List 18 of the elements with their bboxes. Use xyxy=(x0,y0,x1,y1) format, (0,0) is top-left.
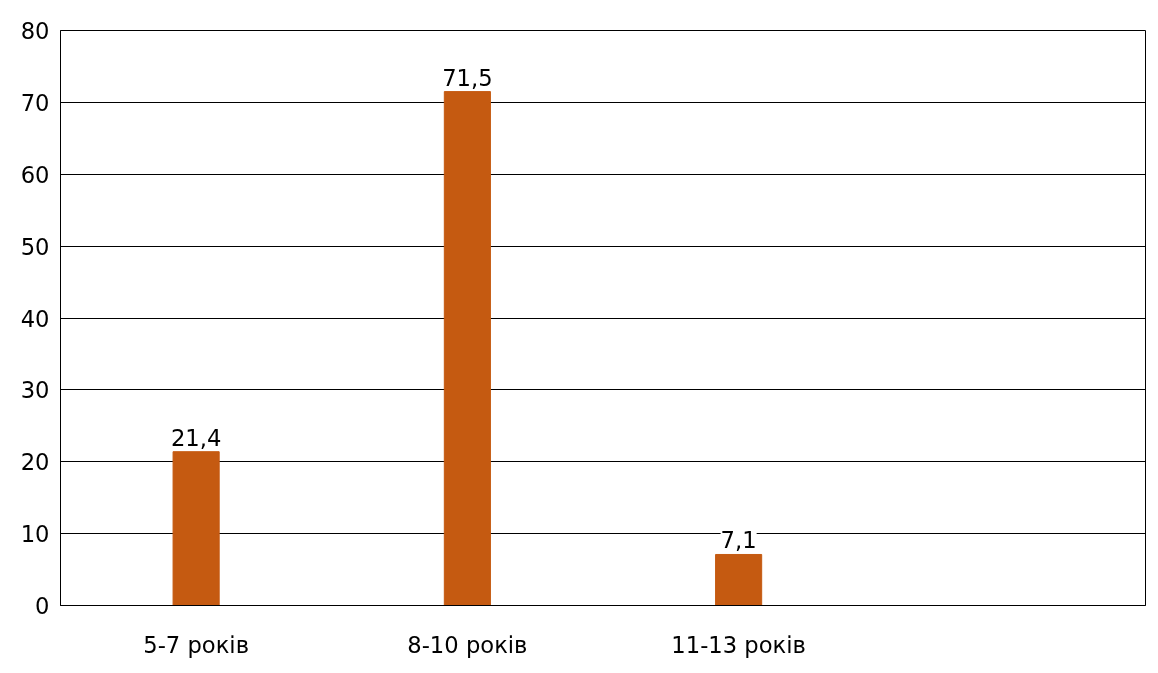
x-tick-label: 8-10 років xyxy=(407,631,528,658)
y-tick-label: 10 xyxy=(20,521,50,548)
y-tick-label: 30 xyxy=(20,377,50,404)
y-tick-label: 60 xyxy=(20,161,50,188)
data-label: 21,4 xyxy=(170,424,222,451)
bar xyxy=(715,553,763,606)
y-tick-label: 20 xyxy=(20,449,50,476)
data-label: 71,5 xyxy=(442,64,493,91)
data-label: 7,1 xyxy=(720,527,757,554)
y-tick-label: 0 xyxy=(35,593,50,619)
bar xyxy=(443,91,491,606)
y-tick-label: 40 xyxy=(20,305,50,332)
y-tick-label: 50 xyxy=(20,233,50,260)
x-tick-label: 5-7 років xyxy=(143,631,250,658)
bar xyxy=(172,451,220,606)
y-tick-label: 80 xyxy=(20,18,50,44)
y-tick-label: 70 xyxy=(20,89,50,116)
x-tick-label: 11-13 років xyxy=(671,631,806,658)
